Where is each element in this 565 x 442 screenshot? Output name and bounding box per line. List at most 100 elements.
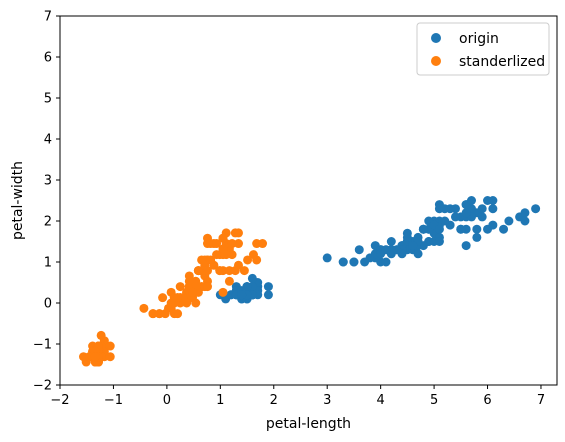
y-tick-label--2: −2 <box>33 379 52 394</box>
points-layer <box>79 196 541 367</box>
point-standerlized-81 <box>160 309 170 319</box>
y-tick-label--1: −1 <box>33 338 52 353</box>
point-origin-49 <box>237 290 247 300</box>
point-standerlized-148 <box>203 266 212 276</box>
point-standerlized-49 <box>90 352 100 362</box>
x-tick-label-4: 4 <box>377 393 385 408</box>
x-tick-label-2: 2 <box>270 393 278 408</box>
x-tick-label-1: 1 <box>216 393 224 408</box>
point-origin-43 <box>247 273 257 283</box>
point-origin-137 <box>456 224 466 234</box>
y-tick-label-6: 6 <box>44 51 52 66</box>
point-origin-131 <box>504 216 514 226</box>
point-origin-132 <box>461 208 471 218</box>
point-origin-97 <box>392 245 402 255</box>
x-tick-label--2: −2 <box>50 393 69 408</box>
point-standerlized-133 <box>203 282 212 292</box>
x-tick-label-7: 7 <box>537 393 545 408</box>
point-standerlized-131 <box>243 255 253 265</box>
x-tick-label--1: −1 <box>104 393 123 408</box>
point-standerlized-106 <box>184 271 194 281</box>
point-origin-146 <box>440 216 450 226</box>
point-standerlized-129 <box>224 276 234 286</box>
y-tick-label-7: 7 <box>44 10 52 25</box>
point-origin-143 <box>466 196 476 205</box>
point-standerlized-147 <box>212 239 222 249</box>
point-standerlized-109 <box>233 228 243 238</box>
point-standerlized-93 <box>148 309 158 319</box>
legend-label-standerlized: standerlized <box>459 54 545 70</box>
point-standerlized-139 <box>212 250 222 260</box>
point-origin-67 <box>381 257 391 267</box>
plot-frame <box>59 15 558 386</box>
point-origin-148 <box>434 224 444 234</box>
y-tick-label-5: 5 <box>44 92 52 107</box>
point-standerlized-138 <box>193 266 203 276</box>
point-origin-129 <box>472 232 482 242</box>
point-standerlized-143 <box>221 228 231 238</box>
point-standerlized-44 <box>105 341 115 351</box>
point-standerlized-107 <box>239 266 249 276</box>
point-standerlized-91 <box>188 287 198 297</box>
x-axis-label: petal-length <box>266 416 351 432</box>
point-origin-144 <box>440 204 450 214</box>
point-standerlized-146 <box>206 255 216 265</box>
point-origin-117 <box>520 208 530 218</box>
point-standerlized-134 <box>218 287 228 297</box>
point-origin-133 <box>434 237 444 246</box>
point-origin-73 <box>413 249 423 259</box>
point-standerlized-142 <box>227 239 237 249</box>
point-origin-138 <box>418 224 428 234</box>
y-tick-label-3: 3 <box>44 174 52 189</box>
y-tick-label-2: 2 <box>44 215 52 230</box>
point-origin-81 <box>360 257 370 267</box>
point-origin-139 <box>450 212 460 222</box>
point-origin-130 <box>488 220 498 230</box>
y-tick-label-1: 1 <box>44 256 52 271</box>
point-standerlized-64 <box>158 293 168 303</box>
legend-marker-origin <box>431 33 441 43</box>
point-standerlized-98 <box>139 303 149 313</box>
point-standerlized-132 <box>218 244 228 254</box>
point-standerlized-73 <box>191 298 201 308</box>
point-origin-109 <box>488 196 498 205</box>
point-standerlized-61 <box>175 282 185 292</box>
point-origin-44 <box>263 282 273 292</box>
point-origin-79 <box>349 257 359 267</box>
point-origin-106 <box>402 228 412 238</box>
point-origin-107 <box>499 224 509 234</box>
y-tick-label-0: 0 <box>44 297 52 312</box>
legend-marker-standerlized <box>431 56 441 66</box>
y-tick-label-4: 4 <box>44 133 52 148</box>
point-standerlized-43 <box>96 330 106 340</box>
point-standerlized-118 <box>258 239 268 249</box>
point-origin-108 <box>472 224 482 234</box>
x-tick-label-6: 6 <box>483 393 491 408</box>
point-origin-122 <box>520 216 530 226</box>
x-tick-label-3: 3 <box>323 393 331 408</box>
point-origin-91 <box>408 241 418 251</box>
point-standerlized-135 <box>233 239 243 249</box>
point-origin-118 <box>531 204 541 214</box>
point-origin-24 <box>263 290 273 300</box>
point-standerlized-24 <box>105 352 115 362</box>
point-origin-99 <box>381 245 391 255</box>
point-standerlized-137 <box>215 266 225 276</box>
x-tick-label-5: 5 <box>430 393 438 408</box>
legend-label-origin: origin <box>459 31 499 47</box>
point-origin-64 <box>354 245 364 255</box>
legend-box <box>416 22 550 76</box>
point-standerlized-130 <box>233 260 243 270</box>
point-origin-135 <box>488 204 498 214</box>
y-axis-label: petal-width <box>10 161 26 240</box>
point-origin-147 <box>450 204 460 214</box>
point-standerlized-99 <box>173 293 183 303</box>
legend: origin standerlized <box>416 22 550 76</box>
point-origin-93 <box>338 257 348 267</box>
point-standerlized-67 <box>173 309 183 319</box>
ticks-layer: −2 −1 0 1 2 3 4 5 6 7 −2 −1 0 1 2 3 4 5 6 7 <box>33 10 545 409</box>
point-origin-61 <box>386 237 396 246</box>
x-tick-label-0: 0 <box>163 393 171 408</box>
point-standerlized-122 <box>252 255 262 265</box>
